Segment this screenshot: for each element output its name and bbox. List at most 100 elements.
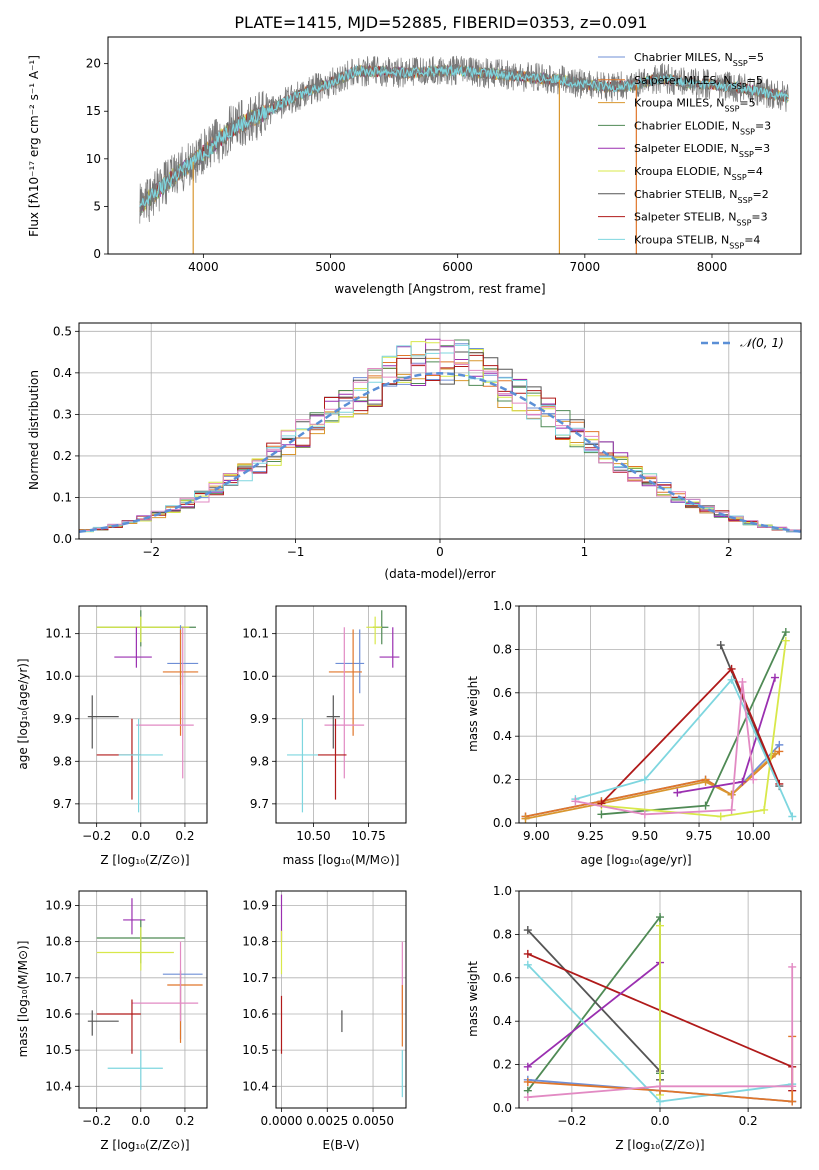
y-tick-label: 10.5 — [45, 1043, 72, 1057]
gaussian-curve — [78, 372, 802, 533]
spectrum-panel: PLATE=1415, MJD=52885, FIBERID=0353, z=0… — [27, 13, 802, 296]
panel-weight_vs_Z: −0.2 0.0 0.2 0.0 0.2 0.4 0.6 0.8 1.0 — [493, 884, 802, 1128]
x-tick-label: 9.25 — [577, 829, 604, 843]
weight-point-marker — [781, 628, 790, 637]
weight-series-line — [527, 961, 661, 1068]
weight-series-line — [575, 678, 794, 817]
y-tick-label: 10.9 — [45, 898, 72, 912]
y-tick-label: 9.9 — [53, 712, 72, 726]
weight-point-marker — [640, 810, 649, 819]
age-z-ylabel: age [log₁₀(age/yr)] — [16, 658, 30, 769]
y-tick-label: 9.8 — [250, 754, 269, 768]
weight-age-xlabel: age [log₁₀(age/yr)] — [580, 853, 691, 867]
weight-point-marker — [770, 749, 779, 758]
y-tick-label: 1.0 — [493, 884, 512, 898]
weight-age-ylabel: mass weight — [466, 676, 480, 752]
y-tick-label: 0.2 — [53, 449, 72, 463]
y-tick-label: 0.3 — [53, 407, 72, 421]
x-tick-label: 9.75 — [686, 829, 713, 843]
weight-point-marker — [640, 775, 649, 784]
x-tick-label: 0.0 — [131, 1114, 150, 1128]
legend-entry: Salpeter MILES, NSSP=5 — [634, 74, 763, 91]
y-tick-label: 0.5 — [53, 324, 72, 338]
y-tick-label: 10.1 — [242, 627, 269, 641]
y-tick-label: 0.0 — [53, 532, 72, 546]
y-tick-label: 0.4 — [493, 1014, 512, 1028]
weight-point-marker — [738, 777, 747, 786]
legend-entry: Chabrier ELODIE, NSSP=3 — [634, 119, 771, 136]
x-tick-label: 0.2 — [739, 1114, 758, 1128]
age-z-xlabel: Z [log₁₀(Z/Z⊙)] — [100, 853, 189, 867]
mass-ebv-xlabel: E(B-V) — [322, 1138, 359, 1152]
y-tick-label: 0.1 — [53, 490, 72, 504]
weight-point-marker — [749, 775, 758, 784]
age-mass-xlabel: mass [log₁₀(M/M⊙)] — [283, 853, 400, 867]
x-tick-label: 5000 — [315, 260, 346, 274]
y-tick-label: 20 — [86, 57, 101, 71]
residual-legend: 𝒩(0, 1) — [701, 336, 784, 350]
x-tick-label: 9.50 — [631, 829, 658, 843]
spectrum-xlabel: wavelength [Angstrom, rest frame] — [334, 282, 545, 296]
legend-entry: Salpeter ELODIE, NSSP=3 — [634, 142, 770, 159]
x-tick-label: 0.0025 — [306, 1114, 348, 1128]
x-tick-label: 0.0000 — [260, 1114, 302, 1128]
weight-point-marker — [788, 962, 797, 971]
x-tick-label: 7000 — [570, 260, 601, 274]
x-tick-label: 9.00 — [523, 829, 550, 843]
y-tick-label: 10.8 — [45, 935, 72, 949]
y-tick-label: 0.4 — [53, 366, 72, 380]
axes-frame — [78, 605, 208, 824]
x-tick-label: 8000 — [697, 260, 728, 274]
weight-point-marker — [788, 812, 797, 821]
y-tick-label: 0.6 — [493, 686, 512, 700]
axes-frame — [518, 605, 802, 824]
mass-z-xlabel: Z [log₁₀(Z/Z⊙)] — [100, 1138, 189, 1152]
y-tick-label: 10.6 — [45, 1007, 72, 1021]
y-tick-label: 1.0 — [493, 599, 512, 613]
residual-histogram-step — [79, 339, 801, 531]
kroupa-stelib-spectrum-line — [139, 64, 789, 207]
y-tick-label: 9.7 — [250, 797, 269, 811]
x-tick-label: −0.2 — [82, 1114, 111, 1128]
x-tick-label: 6000 — [442, 260, 473, 274]
y-tick-label: 10 — [86, 152, 101, 166]
spectrum-title: PLATE=1415, MJD=52885, FIBERID=0353, z=0… — [234, 13, 647, 32]
residual-histogram-panel: (data-model)/error Normed distribution −… — [27, 322, 802, 581]
x-tick-label: 1 — [581, 545, 589, 559]
axes-frame — [275, 605, 407, 824]
x-tick-label: 0.2 — [175, 829, 194, 843]
y-tick-label: 10.9 — [242, 898, 269, 912]
y-tick-label: 5 — [93, 199, 101, 213]
weight-point-marker — [523, 926, 532, 935]
weight-point-marker — [656, 913, 664, 922]
axes-frame — [107, 36, 802, 255]
weight-point-marker — [775, 747, 784, 756]
weight-point-marker — [788, 1097, 797, 1106]
x-tick-label: −0.2 — [82, 829, 111, 843]
panel-weight_vs_age: 9.00 9.25 9.50 9.75 10.00 0.0 0.2 0.4 0.6 0.8 1.0 — [493, 599, 802, 843]
y-tick-label: 0.2 — [493, 773, 512, 787]
weight-z-xlabel: Z [log₁₀(Z/Z⊙)] — [615, 1138, 704, 1152]
y-tick-label: 10.0 — [242, 669, 269, 683]
x-tick-label: 4000 — [188, 260, 219, 274]
weight-point-marker — [597, 810, 606, 819]
legend-entry: Kroupa MILES, NSSP=5 — [634, 97, 756, 114]
legend-entry: Chabrier STELIB, NSSP=2 — [634, 188, 769, 205]
x-tick-label: −0.2 — [557, 1114, 586, 1128]
weight-point-marker — [523, 960, 532, 969]
legend-entry: Kroupa STELIB, NSSP=4 — [634, 233, 760, 250]
x-tick-label: 2 — [725, 545, 733, 559]
weight-series-line — [601, 640, 787, 818]
x-tick-label: 0.0050 — [352, 1114, 394, 1128]
weight-point-marker — [727, 805, 736, 814]
weight-point-marker — [656, 1082, 664, 1091]
axes-frame — [275, 890, 407, 1109]
panel-mass_vs_Z: −0.2 0.0 0.2 10.4 10.5 10.6 10.7 10.8 10.9 — [45, 890, 208, 1128]
weight-series-line — [527, 967, 794, 1099]
y-tick-label: 10.8 — [242, 935, 269, 949]
weight-point-marker — [523, 1093, 532, 1102]
x-tick-label: 0.2 — [175, 1114, 194, 1128]
spectrum-legend: Chabrier MILES, NSSP=5 Salpeter MILES, NS… — [598, 51, 771, 250]
weight-point-marker — [716, 641, 725, 650]
